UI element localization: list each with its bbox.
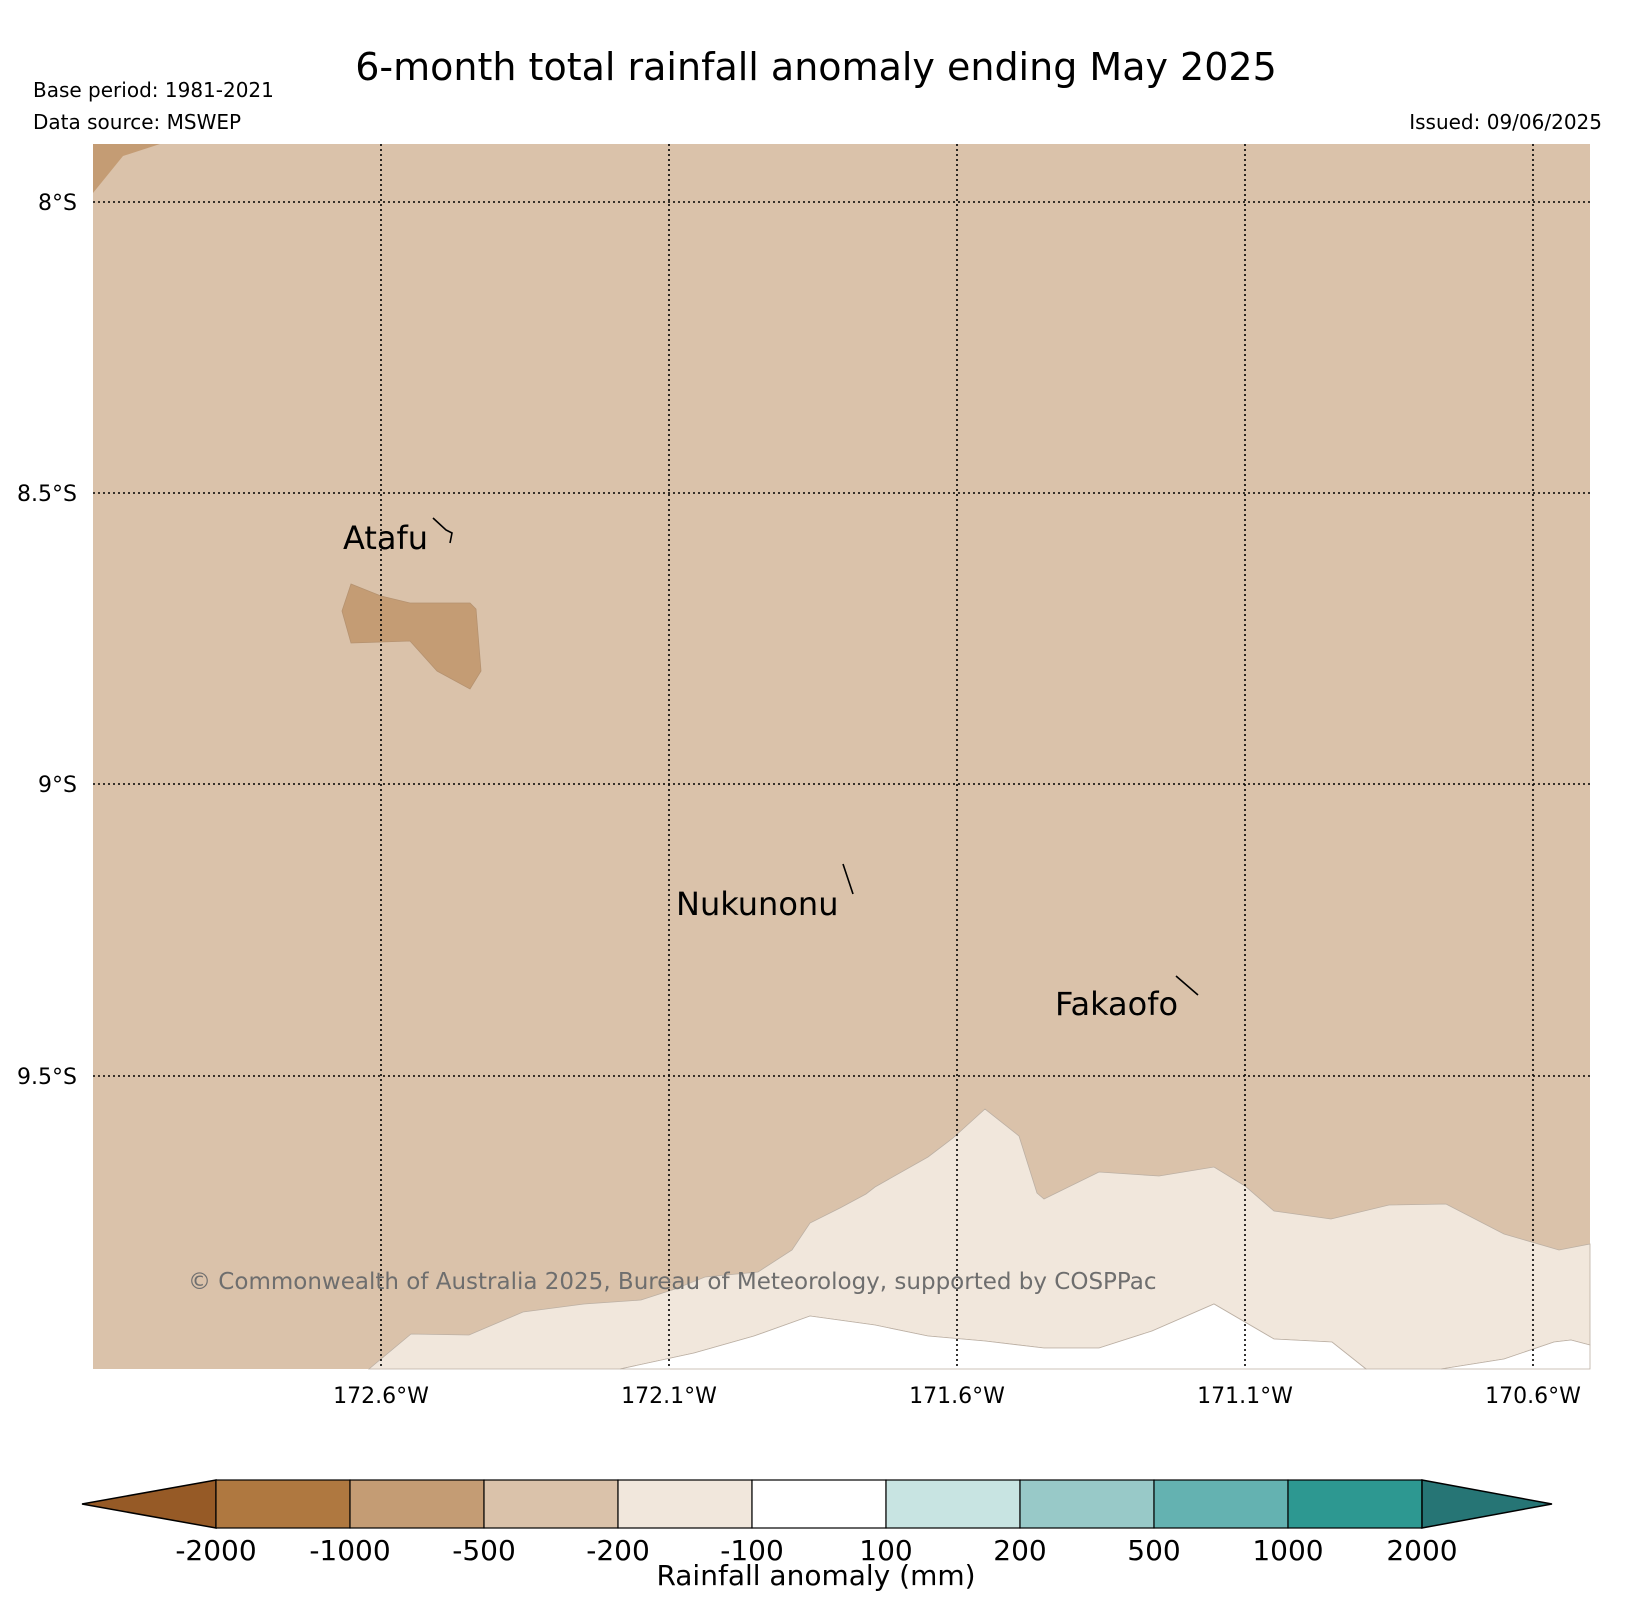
colorbar-tick-label: -100 [720, 1534, 784, 1567]
place-label-fakaofo: Fakaofo [1055, 985, 1178, 1023]
colorbar-tick-label: 200 [993, 1534, 1046, 1567]
colorbar-segment [1153, 1479, 1289, 1529]
lon-tick-172-1w: 172.1°W [621, 1384, 717, 1409]
lat-tick-8s: 8°S [38, 191, 77, 216]
nukunonu-atoll-outline [842, 863, 854, 895]
colorbar-segment [885, 1479, 1021, 1529]
colorbar-segment [483, 1479, 619, 1529]
atafu-atoll-outline [432, 517, 453, 544]
colorbar-segment [1019, 1479, 1155, 1529]
lat-tick-9s: 9°S [38, 773, 77, 798]
colorbar-extend-high [1421, 1479, 1553, 1529]
lon-tick-170-6w: 170.6°W [1485, 1384, 1581, 1409]
lon-tick-171-6w: 171.6°W [909, 1384, 1005, 1409]
colorbar-tick-label: 100 [859, 1534, 912, 1567]
anomaly-fill-minus100-100 [619, 1303, 1368, 1370]
colorbar-tick-label: -500 [452, 1534, 516, 1567]
anomaly-fill-minus1000-minus500-corner [93, 144, 160, 193]
lon-tick-171-1w: 171.1°W [1197, 1384, 1293, 1409]
map-area: Atafu Nukunonu Fakaofo © Commonwealth of… [93, 144, 1591, 1370]
place-label-nukunonu: Nukunonu [676, 885, 838, 923]
copyright-credit: © Commonwealth of Australia 2025, Bureau… [188, 1269, 1157, 1295]
colorbar-tick-label: -1000 [309, 1534, 390, 1567]
lat-tick-8-5s: 8.5°S [17, 482, 77, 507]
colorbar-segment [215, 1479, 351, 1529]
chart-title: 6-month total rainfall anomaly ending Ma… [355, 45, 1277, 89]
colorbar-segment [617, 1479, 753, 1529]
colorbar-segment [349, 1479, 485, 1529]
graticule [93, 144, 1590, 1369]
colorbar-tick-label: -2000 [175, 1534, 256, 1567]
anomaly-fill-minus1000-minus500-atafu [341, 583, 482, 690]
colorbar-segment [751, 1479, 887, 1529]
colorbar-label: Rainfall anomaly (mm) [656, 1559, 975, 1592]
data-source-label: Data source: MSWEP [33, 110, 241, 134]
issued-date-label: Issued: 09/06/2025 [1409, 110, 1602, 134]
place-label-atafu: Atafu [343, 519, 428, 557]
colorbar-tick-label: 500 [1127, 1534, 1180, 1567]
colorbar-tick-label: -200 [586, 1534, 650, 1567]
base-period-label: Base period: 1981-2021 [33, 78, 274, 102]
lat-tick-9-5s: 9.5°S [17, 1065, 77, 1090]
colorbar-extend-low [81, 1479, 217, 1529]
anomaly-fill-minus500-minus200 [93, 144, 1590, 1369]
fakaofo-atoll-outline [1175, 975, 1199, 996]
anomaly-fill-minus100-100-east [1440, 1339, 1591, 1370]
colorbar-tick-label: 2000 [1386, 1534, 1457, 1567]
colorbar: -2000 -1000 -500 -200 -100 100 200 500 1000 2000 [81, 1479, 1553, 1567]
colorbar-tick-label: 1000 [1252, 1534, 1323, 1567]
lon-tick-172-6w: 172.6°W [333, 1384, 429, 1409]
colorbar-segment [1287, 1479, 1423, 1529]
